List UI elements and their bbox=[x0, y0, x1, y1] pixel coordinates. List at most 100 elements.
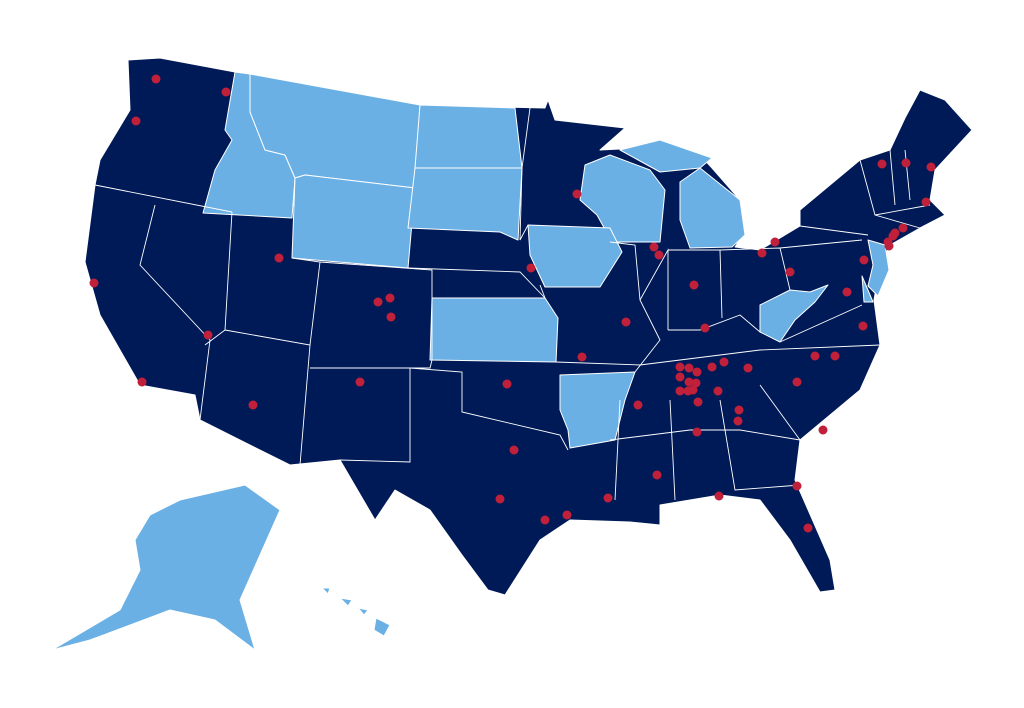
west-virginia-icon bbox=[759, 284, 829, 343]
location-marker-icon[interactable] bbox=[675, 362, 685, 372]
location-marker-icon[interactable] bbox=[757, 248, 767, 258]
kansas-icon bbox=[429, 297, 559, 363]
secondary-states bbox=[51, 71, 890, 651]
state-border-line bbox=[874, 204, 931, 216]
location-marker-icon[interactable] bbox=[652, 470, 662, 480]
location-marker-icon[interactable] bbox=[654, 250, 664, 260]
location-marker-icon[interactable] bbox=[495, 494, 505, 504]
location-marker-icon[interactable] bbox=[901, 158, 911, 168]
location-marker-icon[interactable] bbox=[540, 515, 550, 525]
state-border-line bbox=[904, 149, 911, 201]
location-marker-icon[interactable] bbox=[203, 330, 213, 340]
location-marker-icon[interactable] bbox=[688, 385, 698, 395]
state-border-line bbox=[609, 429, 801, 441]
location-marker-icon[interactable] bbox=[502, 379, 512, 389]
location-marker-icon[interactable] bbox=[890, 228, 900, 238]
state-border-line bbox=[519, 167, 529, 241]
location-marker-icon[interactable] bbox=[684, 377, 694, 387]
location-marker-icon[interactable] bbox=[577, 352, 587, 362]
location-marker-icon[interactable] bbox=[355, 377, 365, 387]
location-marker-icon[interactable] bbox=[714, 491, 724, 501]
location-marker-icon[interactable] bbox=[526, 263, 536, 273]
state-border-line bbox=[669, 399, 676, 501]
location-marker-icon[interactable] bbox=[830, 351, 840, 361]
location-marker-icon[interactable] bbox=[221, 87, 231, 97]
location-marker-icon[interactable] bbox=[649, 242, 659, 252]
location-marker-icon[interactable] bbox=[692, 427, 702, 437]
location-marker-icon[interactable] bbox=[810, 351, 820, 361]
location-marker-icon[interactable] bbox=[792, 481, 802, 491]
location-marker-icon[interactable] bbox=[785, 267, 795, 277]
location-marker-icon[interactable] bbox=[509, 445, 519, 455]
location-marker-icon[interactable] bbox=[248, 400, 258, 410]
location-marker-icon[interactable] bbox=[859, 255, 869, 265]
state-border-line bbox=[719, 399, 801, 491]
location-marker-icon[interactable] bbox=[684, 363, 694, 373]
location-marker-icon[interactable] bbox=[770, 237, 780, 247]
location-marker-icon[interactable] bbox=[572, 189, 582, 199]
location-marker-icon[interactable] bbox=[633, 400, 643, 410]
location-marker-icon[interactable] bbox=[693, 397, 703, 407]
state-border-line bbox=[310, 261, 433, 369]
location-marker-icon[interactable] bbox=[89, 278, 99, 288]
location-marker-icon[interactable] bbox=[692, 367, 702, 377]
state-border-line bbox=[799, 225, 869, 236]
location-marker-icon[interactable] bbox=[151, 74, 161, 84]
state-border-line bbox=[668, 314, 761, 333]
wisconsin-icon bbox=[579, 154, 666, 243]
state-borders bbox=[94, 107, 931, 501]
state-border-line bbox=[779, 304, 863, 343]
south-dakota-icon bbox=[407, 167, 523, 241]
location-marker-icon[interactable] bbox=[675, 372, 685, 382]
location-marker-icon[interactable] bbox=[842, 287, 852, 297]
location-marker-icon[interactable] bbox=[884, 241, 894, 251]
alaska-icon bbox=[51, 484, 281, 651]
state-border-line bbox=[639, 344, 881, 366]
location-marker-icon[interactable] bbox=[792, 377, 802, 387]
michigan-icon bbox=[679, 167, 746, 249]
location-marker-icon[interactable] bbox=[621, 317, 631, 327]
arkansas-icon bbox=[559, 371, 636, 449]
state-border-line bbox=[759, 384, 801, 441]
michigan-upper-icon bbox=[619, 139, 713, 173]
location-marker-icon[interactable] bbox=[803, 523, 813, 533]
state-border-line bbox=[539, 284, 546, 299]
location-marker-icon[interactable] bbox=[858, 321, 868, 331]
location-marker-icon[interactable] bbox=[385, 293, 395, 303]
location-marker-icon[interactable] bbox=[733, 416, 743, 426]
location-marker-icon[interactable] bbox=[734, 405, 744, 415]
location-marker-icon[interactable] bbox=[898, 223, 908, 233]
location-marker-icon[interactable] bbox=[562, 510, 572, 520]
location-marker-icon[interactable] bbox=[137, 377, 147, 387]
state-border-line bbox=[409, 367, 569, 451]
location-marker-icon[interactable] bbox=[675, 386, 685, 396]
location-marker-icon[interactable] bbox=[818, 425, 828, 435]
location-marker-icon[interactable] bbox=[719, 357, 729, 367]
location-marker-icon[interactable] bbox=[386, 312, 396, 322]
location-marker-icon[interactable] bbox=[691, 378, 701, 388]
hawaii-4-icon bbox=[373, 617, 391, 637]
location-marker-icon[interactable] bbox=[926, 162, 936, 172]
location-marker-icon[interactable] bbox=[700, 323, 710, 333]
hawaii-1-icon bbox=[321, 587, 331, 595]
state-border-line bbox=[521, 107, 531, 169]
state-border-line bbox=[339, 368, 411, 463]
location-marker-icon[interactable] bbox=[689, 280, 699, 290]
location-marker-icon[interactable] bbox=[274, 253, 284, 263]
iowa-icon bbox=[527, 224, 623, 288]
location-marker-icon[interactable] bbox=[707, 362, 717, 372]
location-marker-icon[interactable] bbox=[713, 386, 723, 396]
location-marker-icon[interactable] bbox=[373, 297, 383, 307]
state-border-line bbox=[94, 184, 233, 213]
location-marker-icon[interactable] bbox=[743, 363, 753, 373]
location-marker-icon[interactable] bbox=[603, 493, 613, 503]
wyoming-icon bbox=[291, 174, 416, 269]
location-markers bbox=[89, 74, 936, 533]
state-border-line bbox=[555, 361, 641, 366]
location-marker-icon[interactable] bbox=[921, 197, 931, 207]
hawaii-2-icon bbox=[339, 597, 353, 607]
location-marker-icon[interactable] bbox=[131, 116, 141, 126]
hawaii-3-icon bbox=[357, 607, 369, 616]
location-marker-icon[interactable] bbox=[877, 159, 887, 169]
